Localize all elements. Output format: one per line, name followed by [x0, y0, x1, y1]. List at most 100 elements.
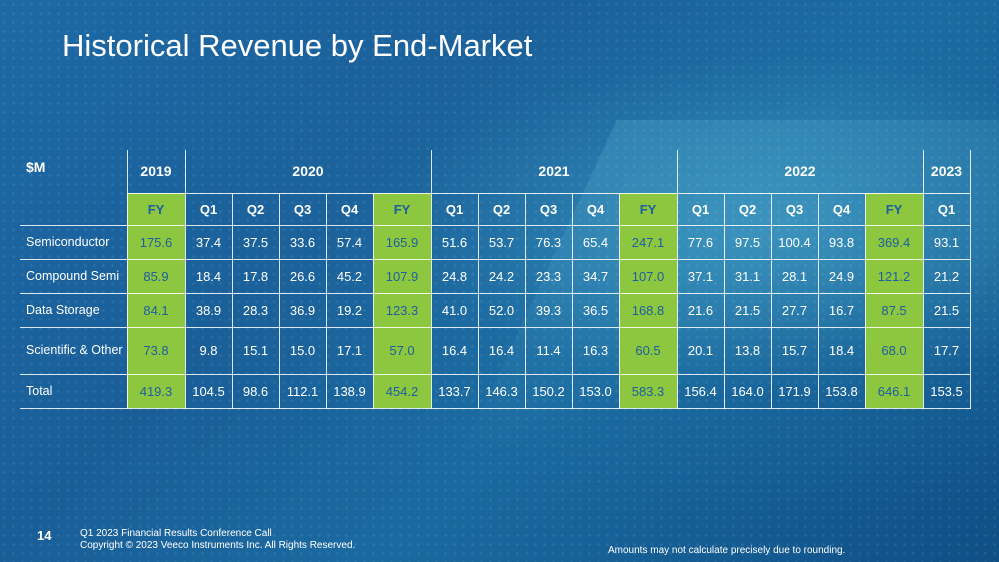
value-cell: 60.5 [618, 326, 678, 375]
value-cell: 646.1 [864, 373, 924, 409]
value-cell: 107.9 [372, 258, 432, 294]
revenue-table: $M 2019 2020 2021 2022 2023 FY Q1 Q2 Q3 Q4 FY Q1 Q2 Q3… [20, 150, 971, 409]
value-cell: 17.8 [231, 258, 280, 294]
value-cell: 36.5 [571, 292, 620, 328]
value-cell: 52.0 [477, 292, 526, 328]
row-label: Scientific & Other [20, 326, 128, 375]
value-cell: 164.0 [723, 373, 772, 409]
footer-copyright: Copyright © 2023 Veeco Instruments Inc. … [80, 540, 356, 551]
value-cell: 11.4 [524, 326, 573, 375]
table-row: Scientific & Other 73.8 9.8 15.1 15.0 17.1 57.… [20, 326, 971, 375]
value-cell: 68.0 [864, 326, 924, 375]
year-header-2021: 2021 [430, 150, 678, 194]
value-cell: 16.4 [477, 326, 526, 375]
value-cell: 16.4 [430, 326, 479, 375]
value-cell: 27.7 [770, 292, 819, 328]
value-cell: 15.1 [231, 326, 280, 375]
value-cell: 133.7 [430, 373, 479, 409]
value-cell: 156.4 [676, 373, 725, 409]
value-cell: 84.1 [126, 292, 186, 328]
value-cell: 73.8 [126, 326, 186, 375]
value-cell: 51.6 [430, 224, 479, 260]
value-cell: 123.3 [372, 292, 432, 328]
value-cell: 9.8 [184, 326, 233, 375]
value-cell: 57.0 [372, 326, 432, 375]
value-cell: 36.9 [278, 292, 327, 328]
value-cell: 41.0 [430, 292, 479, 328]
year-header-2019: 2019 [126, 150, 186, 194]
year-header-2022: 2022 [676, 150, 924, 194]
value-cell: 168.8 [618, 292, 678, 328]
value-cell: 419.3 [126, 373, 186, 409]
period-header: Q1 [676, 192, 725, 226]
period-header: Q4 [817, 192, 866, 226]
value-cell: 34.7 [571, 258, 620, 294]
value-cell: 247.1 [618, 224, 678, 260]
value-cell: 165.9 [372, 224, 432, 260]
footer-event: Q1 2023 Financial Results Conference Cal… [80, 528, 272, 539]
value-cell: 104.5 [184, 373, 233, 409]
value-cell: 38.9 [184, 292, 233, 328]
value-cell: 175.6 [126, 224, 186, 260]
table-row: Compound Semi 85.9 18.4 17.8 26.6 45.2 107.9 24… [20, 258, 971, 294]
value-cell: 17.7 [922, 326, 971, 375]
year-header-2020: 2020 [184, 150, 432, 194]
value-cell: 583.3 [618, 373, 678, 409]
value-cell: 31.1 [723, 258, 772, 294]
period-header: Q1 [430, 192, 479, 226]
table-row: Data Storage 84.1 38.9 28.3 36.9 19.2 123.3 41.… [20, 292, 971, 328]
value-cell: 153.0 [571, 373, 620, 409]
value-cell: 26.6 [278, 258, 327, 294]
value-cell: 20.1 [676, 326, 725, 375]
table-row: Total 419.3 104.5 98.6 112.1 138.9 454.2 133.7 1… [20, 373, 971, 409]
value-cell: 19.2 [325, 292, 374, 328]
value-cell: 16.3 [571, 326, 620, 375]
value-cell: 57.4 [325, 224, 374, 260]
value-cell: 21.5 [723, 292, 772, 328]
value-cell: 121.2 [864, 258, 924, 294]
value-cell: 100.4 [770, 224, 819, 260]
value-cell: 146.3 [477, 373, 526, 409]
year-header-row: $M 2019 2020 2021 2022 2023 [20, 150, 971, 194]
value-cell: 45.2 [325, 258, 374, 294]
period-header: Q4 [571, 192, 620, 226]
table-row: Semiconductor 175.6 37.4 37.5 33.6 57.4 165.9 5… [20, 224, 971, 260]
value-cell: 454.2 [372, 373, 432, 409]
unit-label: $M [26, 159, 46, 175]
rounding-note: Amounts may not calculate precisely due … [608, 545, 846, 556]
value-cell: 77.6 [676, 224, 725, 260]
value-cell: 28.3 [231, 292, 280, 328]
value-cell: 37.5 [231, 224, 280, 260]
value-cell: 16.7 [817, 292, 866, 328]
period-header: Q4 [325, 192, 374, 226]
slide-title: Historical Revenue by End-Market [62, 28, 533, 63]
year-header-2023: 2023 [922, 150, 971, 194]
period-header: Q1 [922, 192, 971, 226]
period-header: Q3 [770, 192, 819, 226]
value-cell: 138.9 [325, 373, 374, 409]
value-cell: 153.8 [817, 373, 866, 409]
period-header: Q2 [231, 192, 280, 226]
value-cell: 97.5 [723, 224, 772, 260]
row-label: Semiconductor [20, 224, 128, 260]
value-cell: 85.9 [126, 258, 186, 294]
value-cell: 21.2 [922, 258, 971, 294]
period-header: Q2 [723, 192, 772, 226]
period-header: FY [372, 192, 432, 226]
value-cell: 39.3 [524, 292, 573, 328]
value-cell: 112.1 [278, 373, 327, 409]
row-label: Data Storage [20, 292, 128, 328]
period-header: Q3 [524, 192, 573, 226]
value-cell: 65.4 [571, 224, 620, 260]
period-header: FY [126, 192, 186, 226]
period-header-row: FY Q1 Q2 Q3 Q4 FY Q1 Q2 Q3 Q4 FY Q1 Q2 Q3 Q4 FY Q1 [20, 192, 971, 226]
period-header-spacer [20, 193, 127, 225]
value-cell: 171.9 [770, 373, 819, 409]
value-cell: 21.5 [922, 292, 971, 328]
value-cell: 150.2 [524, 373, 573, 409]
value-cell: 21.6 [676, 292, 725, 328]
period-header: FY [618, 192, 678, 226]
value-cell: 18.4 [817, 326, 866, 375]
value-cell: 107.0 [618, 258, 678, 294]
value-cell: 24.9 [817, 258, 866, 294]
